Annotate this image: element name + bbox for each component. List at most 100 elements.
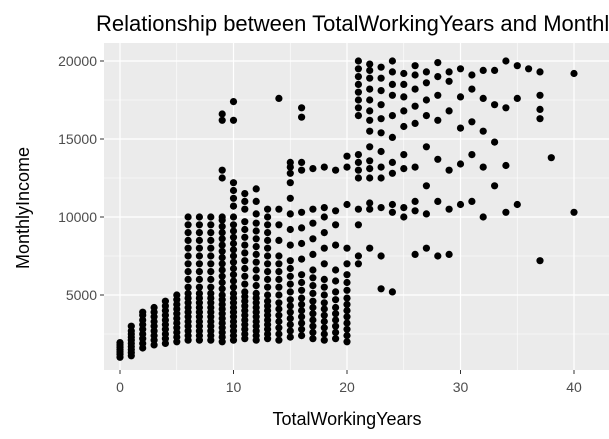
data-point <box>332 241 340 249</box>
data-point <box>252 243 260 251</box>
data-point <box>275 275 283 283</box>
data-point <box>468 151 476 159</box>
data-point <box>388 68 396 76</box>
data-point <box>286 179 294 187</box>
data-point <box>377 87 385 95</box>
data-point <box>366 107 374 115</box>
data-point <box>377 163 385 171</box>
data-point <box>343 163 351 171</box>
data-point <box>445 77 453 85</box>
data-point <box>286 288 294 296</box>
y-tick-label: 5000 <box>66 287 97 303</box>
chart-title: Relationship between TotalWorkingYears a… <box>96 11 609 36</box>
data-point <box>388 200 396 209</box>
data-point <box>309 235 317 243</box>
data-point <box>207 213 215 221</box>
data-point <box>377 129 385 137</box>
data-point <box>366 96 374 104</box>
data-point <box>286 327 294 335</box>
data-point <box>127 322 135 330</box>
data-point <box>400 151 408 159</box>
data-point <box>298 104 306 112</box>
data-point <box>218 285 226 293</box>
data-point <box>264 213 272 221</box>
data-point <box>570 208 578 216</box>
data-point <box>241 225 249 234</box>
data-point <box>298 319 306 327</box>
data-point <box>332 328 340 336</box>
data-point <box>275 317 283 326</box>
data-point <box>343 325 351 333</box>
data-point <box>309 219 317 227</box>
data-point <box>298 300 306 308</box>
data-point <box>264 252 272 260</box>
data-point <box>377 101 385 109</box>
data-point <box>309 322 317 330</box>
data-point <box>218 272 226 280</box>
data-point <box>411 102 419 110</box>
data-point <box>343 271 351 279</box>
data-point <box>366 157 374 165</box>
data-point <box>241 249 249 257</box>
data-point <box>491 138 499 146</box>
data-point <box>298 166 306 174</box>
data-point <box>388 288 396 296</box>
data-point <box>434 91 442 99</box>
data-point <box>343 300 351 308</box>
data-point <box>207 283 215 291</box>
data-point <box>411 163 419 171</box>
data-point <box>332 335 340 343</box>
data-point <box>422 210 430 218</box>
data-point <box>332 277 340 285</box>
data-point <box>195 289 203 297</box>
data-point <box>354 151 362 159</box>
y-axis-ticks: 5000 10000 15000 20000 <box>58 53 104 303</box>
data-point <box>229 194 238 202</box>
data-point <box>388 169 396 177</box>
data-point <box>400 93 408 101</box>
data-point <box>320 229 328 237</box>
data-point <box>354 221 362 229</box>
data-point <box>309 266 317 274</box>
data-point <box>354 260 362 268</box>
data-point <box>320 213 328 221</box>
data-point <box>184 229 192 237</box>
data-point <box>275 252 283 260</box>
data-point <box>377 74 385 82</box>
data-point <box>286 194 294 202</box>
data-point <box>332 266 340 274</box>
data-point <box>241 233 249 241</box>
data-point <box>536 91 544 99</box>
data-point <box>366 174 374 182</box>
data-point <box>354 57 362 65</box>
x-tick-label: 20 <box>339 379 355 395</box>
data-point <box>332 303 340 312</box>
data-point <box>468 118 476 126</box>
data-point <box>354 174 362 182</box>
data-point <box>218 235 226 243</box>
data-point <box>411 119 419 127</box>
data-point <box>309 282 317 290</box>
data-point <box>536 257 544 265</box>
data-point <box>456 65 465 73</box>
data-point <box>309 205 317 213</box>
x-tick-label: 0 <box>116 379 124 395</box>
data-point <box>286 264 294 273</box>
data-point <box>343 338 351 346</box>
data-point <box>320 204 328 212</box>
data-point <box>354 73 362 81</box>
data-point <box>513 200 521 209</box>
data-point <box>184 289 192 297</box>
data-point <box>286 210 294 218</box>
data-point <box>445 68 453 76</box>
data-point <box>422 182 430 190</box>
data-point <box>536 68 544 76</box>
data-point <box>343 319 351 327</box>
data-point <box>275 330 283 338</box>
data-point <box>275 291 283 299</box>
data-point <box>400 122 408 131</box>
data-point <box>229 221 238 229</box>
data-point <box>184 213 192 221</box>
data-point <box>264 236 272 244</box>
data-point <box>184 268 192 276</box>
